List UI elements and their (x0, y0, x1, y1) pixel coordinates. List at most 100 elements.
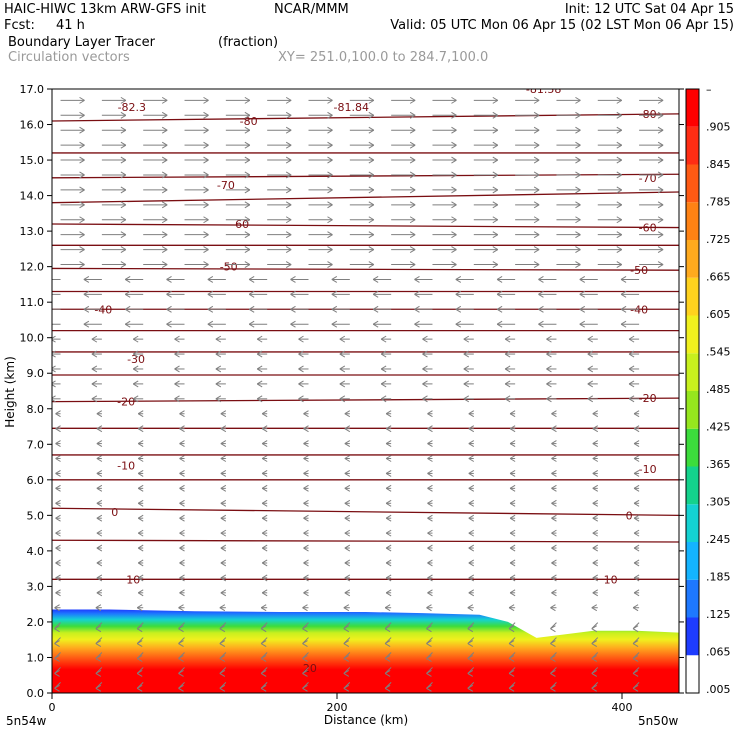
circulation-vector (303, 529, 309, 537)
circulation-vector (591, 681, 599, 692)
circulation-vector (261, 559, 268, 567)
circulation-vector (628, 380, 640, 388)
circulation-vector (556, 111, 581, 119)
circulation-vector (143, 246, 168, 254)
circulation-vector (308, 156, 333, 164)
circulation-vector (550, 667, 557, 677)
y-tick-label: 2.0 (27, 616, 45, 629)
circulation-vector (344, 529, 351, 537)
circulation-vector (256, 380, 268, 388)
circulation-vector (639, 126, 664, 134)
circulation-vector (384, 652, 392, 662)
circulation-vector (339, 350, 350, 358)
circulation-vector (546, 395, 557, 403)
y-tick-label: 15.0 (20, 154, 45, 167)
colorbar-swatch (686, 617, 699, 656)
circulation-vector (184, 246, 209, 254)
circulation-vector (551, 574, 557, 582)
contour-label: -20 (639, 392, 657, 405)
circulation-vector (267, 171, 292, 179)
circulation-vector (473, 171, 499, 179)
circulation-vector (422, 380, 433, 388)
circulation-vector (220, 455, 227, 462)
circulation-vector (95, 667, 103, 677)
circulation-vector (550, 637, 557, 648)
circulation-vector (550, 652, 557, 662)
y-tick-label: 14.0 (20, 190, 45, 203)
circulation-vector (136, 622, 144, 633)
circulation-vector (515, 246, 540, 254)
circulation-vector (344, 455, 351, 462)
circulation-vector (225, 231, 251, 239)
circulation-vector (587, 380, 598, 388)
circulation-vector (587, 350, 598, 358)
circulation-vector (551, 455, 557, 462)
circulation-vector (427, 455, 433, 462)
circulation-vector (551, 529, 557, 537)
circulation-vector (137, 425, 144, 433)
colorbar-label: .185 (706, 571, 731, 584)
circulation-vector (455, 320, 474, 328)
circulation-vector (225, 186, 251, 194)
circulation-vector (556, 171, 581, 179)
circulation-vector (95, 652, 103, 662)
circulation-vector (179, 589, 185, 597)
circulation-vector (587, 365, 598, 373)
circulation-vector (550, 681, 557, 692)
circulation-vector (467, 652, 475, 662)
circulation-vector (587, 335, 598, 343)
circulation-vector (137, 469, 144, 477)
circulation-vector (248, 320, 268, 328)
circulation-vector (592, 529, 599, 537)
circulation-vector (427, 559, 433, 567)
circulation-vector (290, 290, 309, 298)
circulation-vector (391, 126, 416, 134)
circulation-vector (303, 499, 309, 507)
circulation-vector (380, 395, 392, 403)
y-tick-label: 11.0 (20, 296, 45, 309)
circulation-vector (179, 529, 185, 537)
circulation-vector (101, 186, 127, 194)
circulation-vector (385, 410, 392, 418)
circulation-vector (628, 335, 640, 343)
circulation-vector (385, 589, 392, 597)
circulation-vector (592, 559, 599, 567)
circulation-vector (468, 589, 475, 597)
circulation-vector (508, 667, 516, 677)
circulation-vector (137, 574, 144, 582)
circulation-vector (101, 141, 127, 149)
circulation-vector (414, 320, 433, 328)
circulation-vector (579, 290, 598, 298)
circulation-vector (220, 514, 227, 522)
circulation-vector (344, 484, 351, 492)
circulation-vector (298, 365, 309, 373)
circulation-vector (54, 652, 61, 662)
circulation-vector (60, 156, 85, 164)
circulation-vector (587, 395, 598, 403)
circulation-vector (592, 455, 599, 462)
circulation-vector (60, 141, 85, 149)
circulation-vector (463, 335, 474, 343)
circulation-vector (184, 156, 209, 164)
circulation-vector (137, 484, 144, 492)
colorbar-swatch (686, 391, 699, 429)
circulation-vector (467, 622, 475, 633)
cross-section-label: XY= 251.0,100.0 to 284.7,100.0 (278, 50, 489, 65)
circulation-vector (225, 141, 251, 149)
circulation-vector (349, 261, 375, 268)
forecast-hours: 41 h (56, 18, 85, 33)
circulation-vector (298, 350, 309, 358)
temperature-contour (52, 191, 679, 204)
circulation-vector (546, 335, 557, 343)
circulation-vector (179, 544, 185, 552)
colorbar-label: .425 (706, 421, 731, 434)
circulation-vector (473, 201, 499, 209)
circulation-vector (597, 111, 623, 119)
circulation-vector (54, 681, 61, 692)
circulation-vector (467, 681, 475, 692)
circulation-vector (538, 320, 557, 328)
circulation-vector (132, 380, 144, 388)
circulation-vector (343, 637, 351, 648)
colorbar-swatch (686, 126, 699, 165)
circulation-vector (55, 484, 61, 492)
